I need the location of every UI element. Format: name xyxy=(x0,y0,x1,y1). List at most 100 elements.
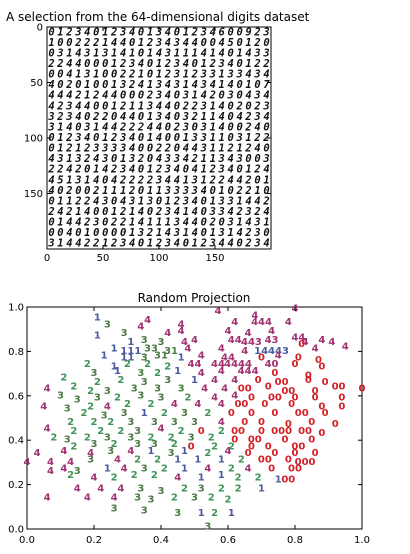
digit-point: 2 xyxy=(70,381,77,392)
random-projection-plot: 1444434444444413444444133444444343441111… xyxy=(8,303,370,547)
digit-glyph: 3 xyxy=(47,238,54,250)
digit-point: 2 xyxy=(161,408,168,419)
digit-point: 4 xyxy=(198,368,205,379)
digit-point: 2 xyxy=(60,373,67,384)
digit-point: 2 xyxy=(211,508,218,519)
digit-point: 4 xyxy=(117,484,124,495)
digit-point: 00 xyxy=(234,399,248,410)
digit-glyph: 2 xyxy=(83,238,90,250)
digit-point: 4 xyxy=(174,472,181,483)
digit-point: 1 xyxy=(228,508,235,519)
digit-glyph: 1 xyxy=(147,238,153,250)
digit-glyph: 0 xyxy=(183,238,189,250)
digit-point: 0 xyxy=(248,393,255,404)
digit-point: 2 xyxy=(218,426,225,437)
digit-point: 2 xyxy=(154,368,161,379)
digit-point: 0 xyxy=(228,408,235,419)
digit-point: 3 xyxy=(137,390,144,401)
digit-point: 0 xyxy=(188,441,195,452)
digit-point: 0 xyxy=(268,464,275,475)
digit-point: 4 xyxy=(318,335,325,346)
y-tick-label: 1.0 xyxy=(8,303,24,314)
digit-glyph: 0 xyxy=(138,238,144,250)
digit-point: 4 xyxy=(60,446,67,457)
digit-point: 2 xyxy=(204,448,211,459)
x-tick-label: 0.2 xyxy=(86,535,102,546)
digit-point: 2 xyxy=(117,426,124,437)
digit-point: 4 xyxy=(201,384,208,395)
digit-point: 4 xyxy=(44,492,51,503)
digit-point: 4 xyxy=(221,384,228,395)
digit-point: 3 xyxy=(164,375,171,386)
digit-point: 3 xyxy=(134,439,141,450)
x-tick-label: 100 xyxy=(149,253,168,264)
digit-point: 2 xyxy=(114,393,121,404)
digit-point: 4 xyxy=(158,424,165,435)
digit-point: 0 xyxy=(255,375,262,386)
digit-point: 2 xyxy=(124,359,131,370)
digit-point: 3 xyxy=(104,386,111,397)
digit-point: 2 xyxy=(181,484,188,495)
digit-point: 00 xyxy=(268,393,282,404)
digit-point: 2 xyxy=(164,361,171,372)
digit-point: 3 xyxy=(141,464,148,475)
digit-glyph: 3 xyxy=(119,238,126,250)
digit-point: 2 xyxy=(111,472,118,483)
digits-image-title: A selection from the 64-dimensional digi… xyxy=(6,10,310,24)
digit-point: 2 xyxy=(70,426,77,437)
digit-glyph: 1 xyxy=(192,238,198,250)
digit-point: 4 xyxy=(218,399,225,410)
digit-point: 4 xyxy=(328,337,335,348)
digit-point: 4 xyxy=(184,344,191,355)
digit-point: 4 xyxy=(312,344,319,355)
y-tick-label: 0 xyxy=(37,23,43,34)
digit-point: 3 xyxy=(174,508,181,519)
digit-point: 1 xyxy=(101,350,108,361)
digit-glyph: 2 xyxy=(110,238,117,250)
digit-glyph: 1 xyxy=(57,238,63,250)
digit-point: 2 xyxy=(208,492,215,503)
digit-point: 2 xyxy=(211,441,218,452)
digit-point: 0 xyxy=(318,428,325,439)
digit-point: 4 xyxy=(24,457,31,468)
digit-point: 2 xyxy=(144,359,151,370)
digit-glyph: 4 xyxy=(219,238,225,250)
x-tick-label: 1.0 xyxy=(354,535,370,546)
x-tick-label: 0.4 xyxy=(153,535,169,546)
y-tick-label: 0.4 xyxy=(8,436,24,447)
digit-glyph: 2 xyxy=(200,238,207,250)
digit-point: 31 xyxy=(154,350,168,361)
digit-point: 3 xyxy=(198,484,205,495)
digit-point: 1 xyxy=(191,375,198,386)
digit-point: 00 xyxy=(332,381,346,392)
digit-point: 0 xyxy=(359,384,366,395)
digit-point: 0 xyxy=(281,435,288,446)
digit-point: 2 xyxy=(235,472,242,483)
digit-point: 0 xyxy=(318,361,325,372)
digit-point: 1 xyxy=(141,408,148,419)
digit-point: 4 xyxy=(218,366,225,377)
digit-point: 3 xyxy=(191,492,198,503)
digit-point: 4 xyxy=(111,492,118,503)
digit-point: 2 xyxy=(70,441,77,452)
digit-point: 3 xyxy=(181,408,188,419)
digit-point: 2 xyxy=(67,470,74,481)
digit-point: 4 xyxy=(214,306,221,317)
digits-image-panel: 0 1 2 3 4 0 1 2 3 4 0 1 3 4 0 1 2 3 4 6 0 0 9 2 31 0 0 2 2 2 1 4 4 0 1 2 3 4 3… xyxy=(24,23,271,265)
digit-point: 2 xyxy=(204,408,211,419)
digit-glyph: 3 xyxy=(164,238,171,250)
digit-point: 2 xyxy=(107,417,114,428)
digit-point: 3 xyxy=(111,504,118,515)
digit-point: 2 xyxy=(80,408,87,419)
digit-point: 4 xyxy=(245,464,252,475)
digit-point: 4 xyxy=(178,326,185,337)
digit-point: 0 xyxy=(322,377,329,388)
y-tick-label: 50 xyxy=(30,78,43,89)
digit-point: 2 xyxy=(178,426,185,437)
x-tick-label: 0.6 xyxy=(220,535,236,546)
y-tick-label: 0.8 xyxy=(8,347,24,358)
digit-point: 4 xyxy=(97,484,104,495)
digit-point: 1 xyxy=(181,464,188,475)
digit-point: 4 xyxy=(44,384,51,395)
digit-glyph: 4 xyxy=(75,238,81,250)
